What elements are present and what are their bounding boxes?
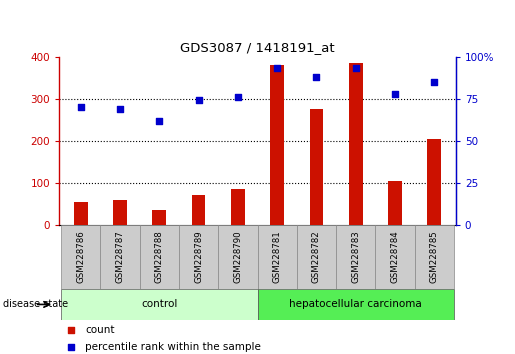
Bar — [192, 195, 205, 225]
Text: percentile rank within the sample: percentile rank within the sample — [85, 342, 261, 352]
Bar — [152, 210, 166, 225]
Bar — [100, 225, 140, 289]
Text: disease state: disease state — [3, 299, 67, 309]
Bar — [179, 225, 218, 289]
Bar — [113, 200, 127, 225]
Text: GSM228790: GSM228790 — [233, 230, 243, 282]
Text: GSM228786: GSM228786 — [76, 230, 85, 282]
Bar — [231, 189, 245, 225]
Bar — [388, 182, 402, 225]
Bar — [297, 225, 336, 289]
Point — [116, 106, 124, 112]
Bar — [258, 225, 297, 289]
Point — [67, 327, 75, 333]
Bar — [61, 225, 100, 289]
Point — [430, 79, 438, 85]
Bar — [336, 225, 375, 289]
Bar — [427, 139, 441, 225]
Point — [273, 65, 281, 71]
Text: GSM228784: GSM228784 — [390, 230, 400, 282]
Point — [67, 344, 75, 349]
Text: GSM228785: GSM228785 — [430, 230, 439, 282]
Text: GSM228787: GSM228787 — [115, 230, 125, 282]
Bar — [349, 63, 363, 225]
Text: GSM228781: GSM228781 — [272, 230, 282, 282]
Text: GSM228782: GSM228782 — [312, 230, 321, 282]
Point — [312, 74, 320, 80]
Bar — [61, 289, 258, 320]
Bar — [74, 202, 88, 225]
Text: GSM228788: GSM228788 — [155, 230, 164, 282]
Text: control: control — [141, 299, 178, 309]
Point — [391, 91, 399, 96]
Point — [155, 118, 163, 123]
Bar — [415, 225, 454, 289]
Bar — [310, 109, 323, 225]
Text: hepatocellular carcinoma: hepatocellular carcinoma — [289, 299, 422, 309]
Bar — [270, 65, 284, 225]
Bar — [375, 225, 415, 289]
Point — [352, 65, 360, 71]
Point — [77, 104, 85, 110]
Bar — [218, 225, 258, 289]
Title: GDS3087 / 1418191_at: GDS3087 / 1418191_at — [180, 41, 335, 54]
Point — [195, 97, 203, 103]
Text: GSM228783: GSM228783 — [351, 230, 360, 282]
Text: count: count — [85, 325, 114, 335]
Text: GSM228789: GSM228789 — [194, 230, 203, 282]
Point — [234, 94, 242, 100]
Bar — [258, 289, 454, 320]
Bar — [140, 225, 179, 289]
